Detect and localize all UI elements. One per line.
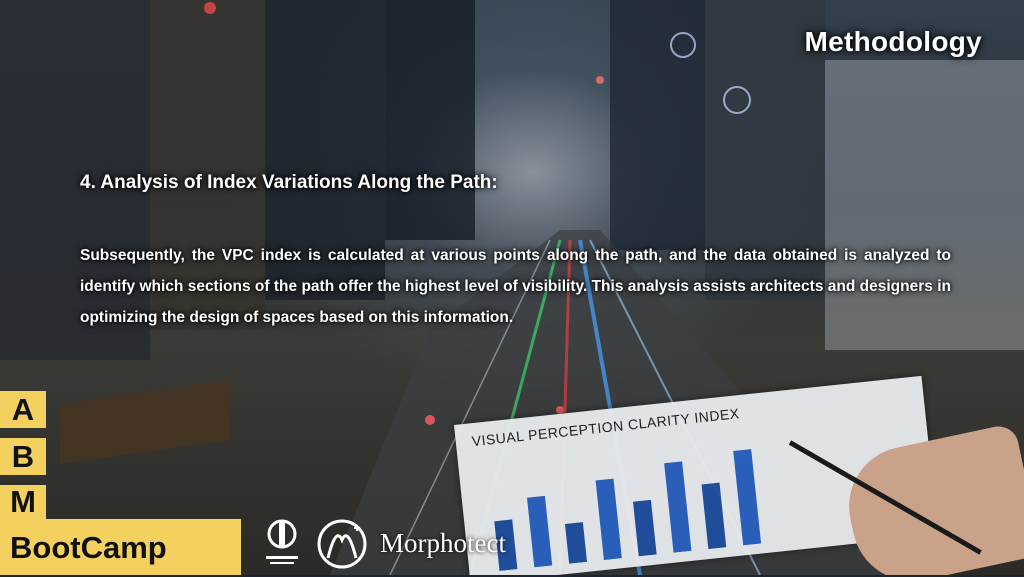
background-bars (494, 449, 762, 572)
page-title: Methodology (804, 26, 982, 57)
background-chart-paper: VISUAL PERCEPTION CLARITY INDEX (454, 375, 939, 575)
morphotect-logo-icon (317, 519, 367, 569)
abm-letter-a: A (0, 391, 46, 428)
abm-letter-m: M (0, 485, 46, 519)
university-logo-icon (266, 519, 298, 564)
body-paragraph: Subsequently, the VPC index is calculate… (80, 247, 951, 326)
section-heading: 4. Analysis of Index Variations Along th… (80, 172, 498, 193)
morphotect-wordmark: Morphotect (380, 528, 506, 558)
abm-letter-b: B (0, 438, 46, 475)
bootcamp-label: BootCamp (0, 519, 241, 575)
